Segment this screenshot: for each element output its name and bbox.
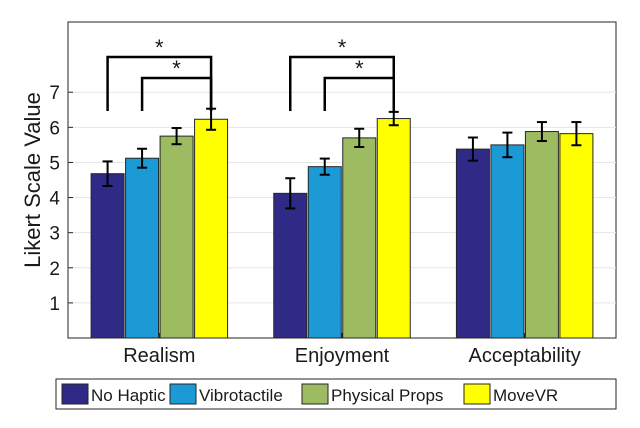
category-label: Acceptability xyxy=(469,345,581,367)
y-tick-label: 5 xyxy=(49,153,60,174)
significance-star: * xyxy=(172,56,181,81)
legend-swatch xyxy=(463,383,491,405)
legend-label: Vibrotactile xyxy=(199,386,283,405)
error-bars xyxy=(102,107,582,210)
gridlines xyxy=(68,91,616,304)
legend-swatch xyxy=(169,383,197,405)
y-tick-label: 2 xyxy=(49,259,60,280)
bar xyxy=(376,118,411,339)
category-label: Enjoyment xyxy=(295,345,390,367)
legend-label: No Haptic xyxy=(91,386,166,405)
plot-area xyxy=(67,21,617,339)
bar xyxy=(490,144,525,339)
bar xyxy=(524,131,559,339)
bar xyxy=(90,173,125,339)
bar xyxy=(159,135,194,339)
bar xyxy=(455,148,490,339)
legend-label: MoveVR xyxy=(493,386,558,405)
y-tick-label: 1 xyxy=(49,294,60,315)
bar xyxy=(194,118,229,339)
significance-star: * xyxy=(355,56,364,81)
bar xyxy=(307,166,342,339)
bar xyxy=(125,157,160,339)
significance-brackets: * * * * xyxy=(106,35,395,111)
significance-star: * xyxy=(155,35,164,60)
legend-box xyxy=(55,378,617,410)
significance-bracket xyxy=(323,76,395,111)
x-axis-categories: Realism Enjoyment Acceptability xyxy=(123,333,581,367)
legend: No Haptic Vibrotactile Physical Props MoveV… xyxy=(61,383,558,405)
y-axis-ticks: 1 2 3 4 5 6 7 xyxy=(49,83,73,315)
significance-star: * xyxy=(338,35,347,60)
y-tick-label: 7 xyxy=(49,83,60,104)
y-axis-label: Likert Scale Value xyxy=(20,92,45,268)
significance-bracket xyxy=(140,76,213,111)
legend-swatch xyxy=(301,383,329,405)
bar xyxy=(559,133,594,339)
bars xyxy=(90,118,594,339)
bar xyxy=(342,137,377,339)
legend-label: Physical Props xyxy=(331,386,443,405)
y-tick-label: 6 xyxy=(49,118,60,139)
bar xyxy=(273,192,308,339)
y-tick-label: 4 xyxy=(49,189,60,210)
category-label: Realism xyxy=(123,345,195,367)
y-tick-label: 3 xyxy=(49,224,60,245)
legend-swatch xyxy=(61,383,89,405)
